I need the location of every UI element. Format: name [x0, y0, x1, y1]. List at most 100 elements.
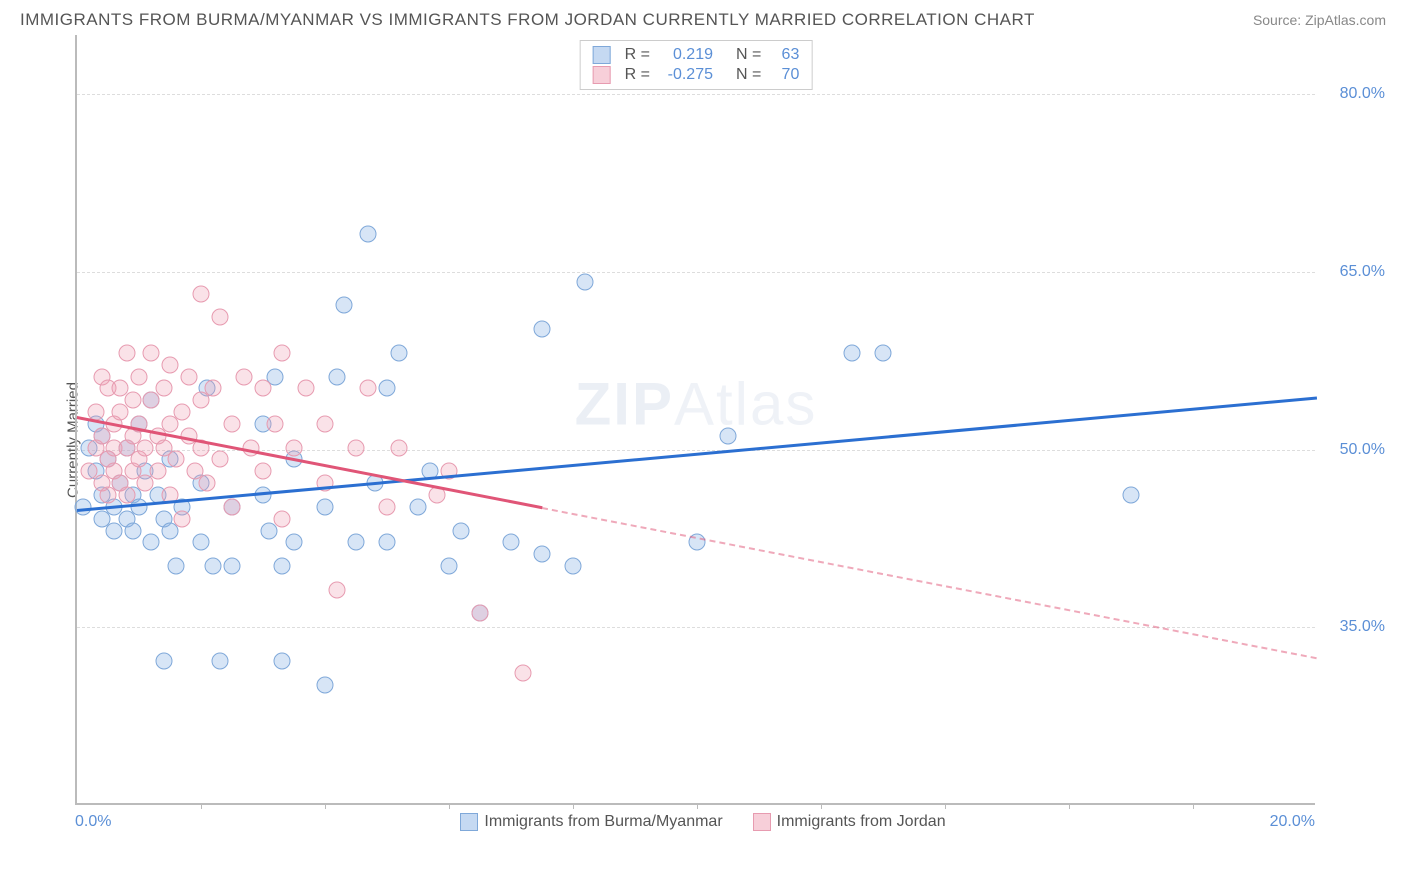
stats-row: R =0.219N =63 — [589, 45, 804, 65]
legend-item: Immigrants from Burma/Myanmar — [460, 813, 722, 831]
data-point — [273, 510, 290, 527]
data-point — [267, 415, 284, 432]
data-point — [255, 380, 272, 397]
bottom-legend: Immigrants from Burma/Myanmar Immigrants … — [20, 813, 1386, 831]
data-point — [211, 451, 228, 468]
watermark: ZIPAtlas — [575, 369, 818, 438]
source-label: Source: ZipAtlas.com — [1253, 12, 1386, 28]
watermark-bold: ZIP — [575, 370, 674, 437]
x-tick-mark — [821, 803, 822, 809]
data-point — [224, 498, 241, 515]
data-point — [379, 534, 396, 551]
y-tick-label: 80.0% — [1325, 85, 1385, 103]
legend-swatch — [753, 813, 771, 831]
data-point — [379, 498, 396, 515]
chart-title: IMMIGRANTS FROM BURMA/MYANMAR VS IMMIGRA… — [20, 10, 1035, 30]
data-point — [211, 652, 228, 669]
data-point — [131, 368, 148, 385]
data-point — [162, 356, 179, 373]
data-point — [273, 344, 290, 361]
stats-r-label: R = — [625, 66, 650, 84]
grid-line — [77, 94, 1315, 95]
grid-line — [77, 450, 1315, 451]
stats-n-label: N = — [736, 46, 761, 64]
data-point — [317, 498, 334, 515]
plot-area: ZIPAtlas R =0.219N =63R =-0.275N =70 35.… — [75, 35, 1315, 805]
x-tick-mark — [573, 803, 574, 809]
chart-header: IMMIGRANTS FROM BURMA/MYANMAR VS IMMIGRA… — [0, 0, 1406, 35]
data-point — [236, 368, 253, 385]
x-tick-mark — [1193, 803, 1194, 809]
data-point — [149, 463, 166, 480]
data-point — [155, 652, 172, 669]
data-point — [205, 380, 222, 397]
grid-line — [77, 627, 1315, 628]
data-point — [348, 534, 365, 551]
data-point — [118, 344, 135, 361]
data-point — [298, 380, 315, 397]
data-point — [168, 558, 185, 575]
chart-container: Currently Married ZIPAtlas R =0.219N =63… — [20, 35, 1386, 845]
data-point — [193, 285, 210, 302]
stats-row: R = -0.275 N = 70 — [589, 65, 804, 85]
stats-n-value: 63 — [769, 46, 799, 64]
data-point — [155, 380, 172, 397]
data-point — [224, 558, 241, 575]
data-point — [273, 558, 290, 575]
data-point — [360, 226, 377, 243]
x-tick-mark — [697, 803, 698, 809]
data-point — [360, 380, 377, 397]
stats-r-value: -0.275 — [658, 66, 713, 84]
data-point — [329, 368, 346, 385]
y-tick-label: 65.0% — [1325, 263, 1385, 281]
stats-n-value: 70 — [769, 66, 799, 84]
data-point — [143, 344, 160, 361]
data-point — [844, 344, 861, 361]
x-tick-mark — [449, 803, 450, 809]
data-point — [453, 522, 470, 539]
data-point — [391, 344, 408, 361]
data-point — [199, 475, 216, 492]
data-point — [174, 510, 191, 527]
data-point — [193, 534, 210, 551]
data-point — [180, 368, 197, 385]
data-point — [255, 463, 272, 480]
data-point — [168, 451, 185, 468]
data-point — [317, 415, 334, 432]
grid-line — [77, 272, 1315, 273]
data-point — [720, 427, 737, 444]
stats-swatch — [593, 46, 611, 64]
watermark-thin: Atlas — [674, 370, 817, 437]
data-point — [534, 321, 551, 338]
data-point — [875, 344, 892, 361]
y-tick-label: 35.0% — [1325, 618, 1385, 636]
data-point — [565, 558, 582, 575]
legend-item: Immigrants from Jordan — [753, 813, 946, 831]
x-tick-mark — [201, 803, 202, 809]
data-point — [131, 498, 148, 515]
data-point — [224, 415, 241, 432]
data-point — [286, 439, 303, 456]
data-point — [118, 487, 135, 504]
x-tick-mark — [1069, 803, 1070, 809]
y-tick-label: 50.0% — [1325, 441, 1385, 459]
data-point — [1123, 487, 1140, 504]
data-point — [273, 652, 290, 669]
legend-label: Immigrants from Jordan — [777, 813, 946, 830]
data-point — [441, 558, 458, 575]
data-point — [124, 392, 141, 409]
data-point — [286, 534, 303, 551]
data-point — [472, 605, 489, 622]
data-point — [410, 498, 427, 515]
data-point — [335, 297, 352, 314]
stats-n-label: N = — [736, 66, 761, 84]
data-point — [379, 380, 396, 397]
trend-line — [542, 507, 1317, 659]
data-point — [515, 664, 532, 681]
data-point — [577, 273, 594, 290]
data-point — [174, 404, 191, 421]
legend-label: Immigrants from Burma/Myanmar — [484, 813, 722, 830]
stats-swatch — [593, 66, 611, 84]
stats-r-label: R = — [625, 46, 650, 64]
data-point — [317, 676, 334, 693]
